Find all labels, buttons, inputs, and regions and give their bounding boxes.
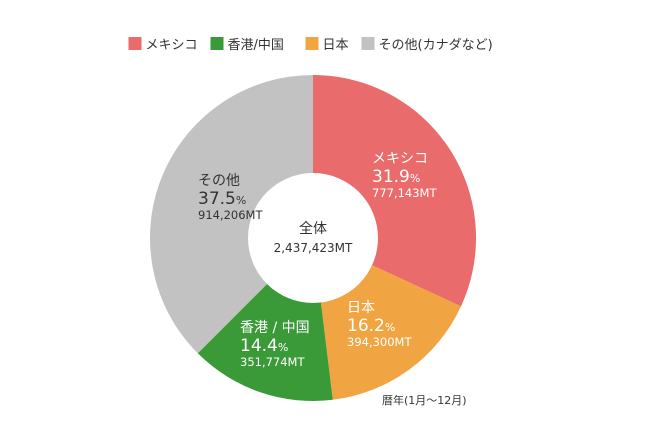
slice-label-value: 351,774MT <box>240 355 305 369</box>
slice-label-name: メキシコ <box>372 151 428 167</box>
slice-label-name: 日本 <box>347 300 375 316</box>
legend-swatch <box>305 37 319 50</box>
legend-item: メキシコ <box>128 37 198 53</box>
legend-item: その他(カナダなど) <box>361 37 493 53</box>
center-title: 全体 <box>299 220 327 237</box>
legend: メキシコ 香港/中国 日本 その他(カナダなど) <box>128 37 493 53</box>
center-total-value: 2,437,423MT <box>274 241 353 255</box>
slice-3 <box>149 74 313 354</box>
legend-swatch <box>210 37 224 50</box>
legend-label: その他(カナダなど) <box>379 38 493 53</box>
slice-label-percent: 31.9% <box>372 167 420 187</box>
slice-label-percent: 16.2% <box>347 316 395 336</box>
legend-label: メキシコ <box>146 38 198 53</box>
slice-label-name: その他 <box>198 173 240 189</box>
legend-item: 香港/中国 <box>210 37 284 53</box>
legend-label: 日本 <box>323 38 349 53</box>
slice-label-name: 香港 / 中国 <box>240 320 310 336</box>
legend-swatch <box>128 37 142 50</box>
slice-label-percent: 14.4% <box>240 336 288 356</box>
slice-label-value: 777,143MT <box>372 186 437 200</box>
slice-label-percent: 37.5% <box>198 189 246 209</box>
period-note: 暦年(1月～12月) <box>382 393 467 407</box>
legend-label: 香港/中国 <box>228 38 284 53</box>
slice-label-value: 914,206MT <box>198 208 263 222</box>
donut-hole <box>248 173 378 303</box>
slice-label-value: 394,300MT <box>347 335 412 349</box>
legend-item: 日本 <box>305 37 349 53</box>
legend-swatch <box>361 37 375 50</box>
